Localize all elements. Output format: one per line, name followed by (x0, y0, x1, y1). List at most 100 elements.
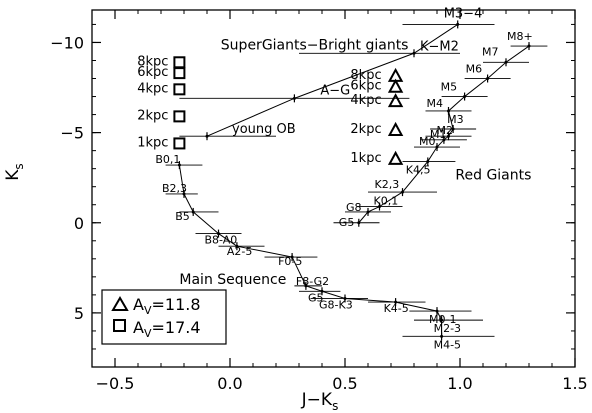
giant-label: K0,1 (374, 195, 399, 208)
supergiant-point (412, 51, 416, 55)
extinction-square-label: 4kpc (137, 81, 168, 96)
main-sequence-point (320, 289, 324, 293)
giant-label: M6 (466, 63, 483, 76)
y-tick-label: 0 (74, 214, 84, 233)
main-sequence-point (191, 210, 195, 214)
supergiant-label: young OB (232, 122, 296, 137)
y-tick-label: −5 (60, 124, 84, 143)
giant-point (504, 60, 508, 64)
annotation-main-sequence: Main Sequence (179, 272, 286, 288)
extinction-square-marker (173, 67, 186, 80)
main-sequence-point (304, 284, 308, 288)
supergiant-label: M3−4 (444, 6, 483, 21)
giant-point (357, 221, 361, 225)
main-sequence-point (290, 255, 294, 259)
giant-label: M8+ (507, 30, 533, 43)
giant-point (426, 159, 430, 163)
x-tick-label: 1.0 (447, 374, 472, 393)
giant-point (366, 210, 370, 214)
giant-label: M2 (437, 124, 454, 137)
y-axis-title: Ks (3, 163, 26, 180)
main-sequence-label: M4-5 (434, 338, 461, 351)
giant-label: M3 (447, 113, 464, 126)
extinction-triangle-label: 4kpc (350, 93, 381, 108)
main-sequence-label: B8-A0 (205, 234, 238, 247)
x-tick-label: 0.5 (332, 374, 357, 393)
main-sequence-point (182, 192, 186, 196)
main-sequence-label: B5 (175, 210, 190, 223)
annotation-red-giants: Red Giants (455, 167, 531, 183)
supergiant-point (292, 96, 296, 100)
extinction-triangle-label: 1kpc (350, 151, 381, 166)
giant-point (435, 145, 439, 149)
main-sequence-point (177, 163, 181, 167)
supergiant-line (206, 24, 458, 137)
main-sequence-label: B2,3 (162, 182, 187, 195)
giant-point (451, 127, 455, 131)
x-tick-label: 0.0 (217, 374, 242, 393)
supergiant-point (205, 134, 209, 138)
data-markers (173, 22, 531, 338)
extinction-square-marker (173, 137, 186, 150)
extinction-square-marker (173, 83, 186, 96)
legend-triangle-marker (111, 296, 129, 311)
giant-label: M5 (441, 81, 458, 94)
extinction-square-marker (173, 110, 186, 123)
giant-point (447, 109, 450, 113)
supergiant-label: A−G (320, 83, 350, 98)
extinction-square-marker (173, 56, 186, 69)
extinction-triangle-marker (387, 78, 404, 93)
main-sequence-label: A2-5 (227, 245, 253, 258)
x-axis-title: J−Ks (301, 390, 339, 413)
supergiant-point (456, 22, 460, 26)
giant-point (447, 134, 450, 138)
giant-line (358, 45, 530, 224)
extinction-triangle-marker (387, 93, 404, 108)
main-sequence-label: K4-5 (384, 302, 409, 315)
extinction-triangle-marker (387, 150, 404, 165)
giant-point (486, 77, 490, 81)
giant-label: K2,3 (375, 178, 400, 191)
main-sequence-label: F0-5 (278, 255, 302, 268)
main-sequence-label: G8-K3 (319, 298, 353, 311)
main-sequence-point (440, 334, 444, 338)
main-sequence-point (235, 244, 239, 248)
giant-point (463, 95, 467, 99)
giant-point (442, 138, 446, 142)
main-sequence-label: B0,1 (155, 153, 180, 166)
legend: AV=11.8 AV=17.4 (101, 289, 227, 345)
main-sequence-label: M0-1 (429, 313, 456, 326)
main-sequence-point (440, 318, 444, 322)
annotation-supergiants: SuperGiants−Bright giants (221, 38, 409, 54)
main-sequence-point (217, 232, 220, 236)
giant-label: K4,5 (406, 163, 431, 176)
giant-point (378, 205, 381, 209)
legend-entry-square: AV=17.4 (133, 318, 201, 340)
x-tick-label: −0.5 (96, 374, 135, 393)
main-sequence-point (343, 296, 347, 300)
legend-square-marker (113, 319, 126, 332)
giant-label: M7 (482, 45, 499, 58)
extinction-triangle-label: 6kpc (350, 79, 381, 94)
giant-label: M1 (430, 128, 447, 141)
y-tick-label: −10 (50, 33, 84, 52)
extinction-triangle-marker (387, 67, 404, 82)
main-sequence-point (394, 300, 398, 304)
x-tick-label: 1.5 (562, 374, 587, 393)
supergiant-label: K−M2 (420, 39, 459, 54)
extinction-triangle-label: 2kpc (350, 122, 381, 137)
giant-label: G5 (339, 216, 355, 229)
giant-point (527, 44, 531, 48)
extinction-square-label: 2kpc (137, 108, 168, 123)
extinction-square-label: 1kpc (137, 135, 168, 150)
extinction-square-label: 6kpc (137, 65, 168, 80)
extinction-triangle-label: 8kpc (350, 68, 381, 83)
giant-label: M4 (427, 97, 444, 110)
plot-frame (91, 9, 576, 368)
legend-entry-triangle: AV=11.8 (133, 295, 201, 317)
extinction-triangle-marker (387, 121, 404, 136)
main-sequence-label: G5 (308, 291, 324, 304)
axes: −0.5 0.0 0.5 1.0 1.5 −10 −5 0 5 (50, 9, 588, 393)
